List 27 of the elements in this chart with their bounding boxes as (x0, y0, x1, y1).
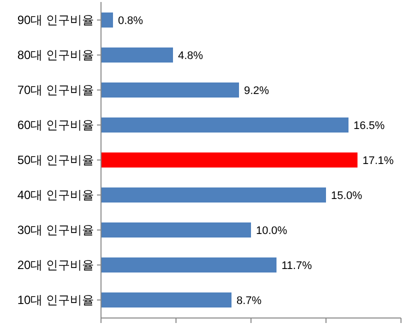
bar (101, 152, 358, 168)
data-label: 17.1% (362, 154, 394, 167)
y-tick-label: 70대 인구비율 (17, 83, 94, 98)
y-tick-label: 40대 인구비율 (17, 188, 94, 202)
bar (101, 222, 251, 238)
y-tick-label: 90대 인구비율 (17, 13, 94, 28)
data-label: 9.2% (244, 84, 270, 97)
data-label: 8.7% (236, 294, 262, 307)
y-tick-label: 80대 인구비율 (17, 48, 94, 62)
y-tick-label: 30대 인구비율 (17, 223, 94, 238)
data-label: 16.5% (354, 120, 385, 132)
data-label: 11.7% (282, 260, 312, 272)
data-label: 4.8% (178, 50, 204, 62)
y-tick-label: 50대 인구비율 (17, 153, 94, 168)
data-label: 10.0% (256, 224, 288, 237)
bar (101, 292, 232, 308)
bar (101, 47, 173, 63)
y-tick-label: 20대 인구비율 (17, 258, 94, 272)
data-label: 15.0% (331, 190, 362, 202)
y-tick-label: 60대 인구비율 (17, 118, 94, 132)
bar (101, 82, 239, 98)
y-tick-label: 10대 인구비율 (17, 293, 94, 308)
bar (101, 257, 276, 273)
bar (101, 187, 326, 203)
bar (101, 12, 113, 28)
bar (101, 117, 348, 133)
data-label: 0.8% (118, 14, 144, 27)
